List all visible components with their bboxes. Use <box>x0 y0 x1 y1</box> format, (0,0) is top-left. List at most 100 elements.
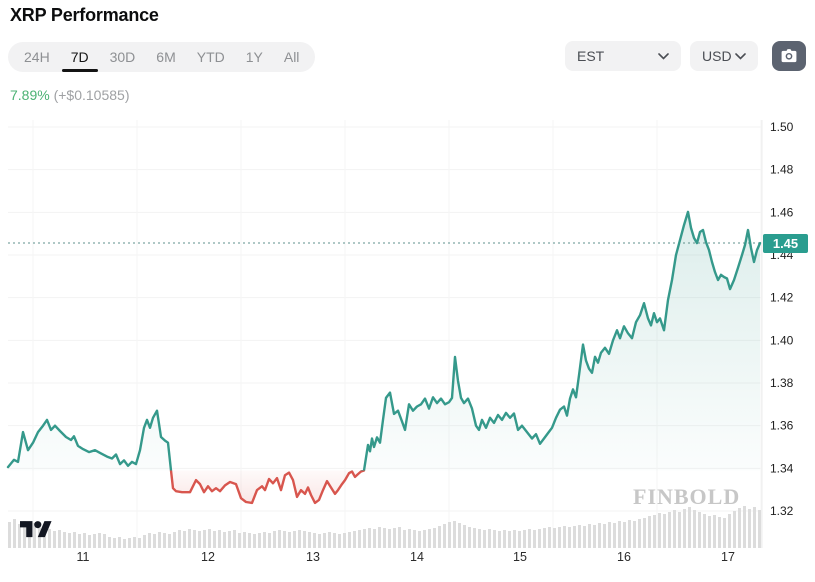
volume-bar <box>258 533 261 548</box>
volume-bar <box>728 514 731 548</box>
volume-bar <box>303 531 306 548</box>
timezone-select[interactable]: EST <box>565 41 681 71</box>
volume-bar <box>248 533 251 548</box>
volume-bar <box>63 532 66 548</box>
volume-bar <box>743 506 746 548</box>
price-chart[interactable]: 1.50 1.48 1.46 1.44 1.42 1.40 1.38 1.36 1.34 1.32… <box>0 115 815 582</box>
volume-bar <box>183 531 186 548</box>
volume-bar <box>693 510 696 548</box>
x-axis-label: 15 <box>513 550 527 564</box>
y-axis-label: 1.34 <box>770 461 794 475</box>
volume-bar <box>268 533 271 548</box>
volume-bar <box>48 529 51 548</box>
currency-value: USD <box>702 48 732 64</box>
volume-bar <box>593 525 596 548</box>
volume-bar <box>688 507 691 548</box>
change-percent: 7.89% <box>10 87 50 103</box>
volume-bar <box>123 539 126 548</box>
volume-bar <box>58 530 61 548</box>
volume-bar <box>83 533 86 548</box>
volume-bar <box>243 532 246 548</box>
volume-bar <box>373 529 376 548</box>
volume-bar <box>598 523 601 548</box>
volume-bar <box>653 515 656 548</box>
y-axis-label: 1.38 <box>770 376 794 390</box>
y-axis-label: 1.40 <box>770 333 794 347</box>
volume-bar <box>738 508 741 548</box>
tab-7d[interactable]: 7D <box>61 42 98 72</box>
y-axis-label: 1.48 <box>770 163 794 177</box>
volume-bar <box>573 526 576 548</box>
volume-bar <box>658 513 661 548</box>
tab-1y[interactable]: 1Y <box>246 42 263 72</box>
volume-bar <box>93 534 96 548</box>
volume-bar <box>633 521 636 548</box>
volume-bar <box>463 525 466 548</box>
volume-bar <box>43 530 46 548</box>
volume-bar <box>153 534 156 548</box>
volume-bar <box>613 523 616 548</box>
volume-bar <box>358 530 361 548</box>
volume-bar <box>318 534 321 548</box>
chevron-down-icon <box>735 52 746 60</box>
volume-bar <box>78 534 81 548</box>
volume-bar <box>283 531 286 548</box>
volume-bar <box>583 526 586 548</box>
volume-bar <box>418 531 421 548</box>
volume-bar <box>363 529 366 548</box>
volume-bar <box>343 533 346 548</box>
tab-ytd[interactable]: YTD <box>197 42 225 72</box>
volume-bar <box>253 534 256 548</box>
volume-bar <box>433 528 436 548</box>
volume-bar <box>113 538 116 548</box>
tradingview-logo[interactable] <box>20 517 52 543</box>
volume-bar <box>558 527 561 548</box>
tab-24h[interactable]: 24H <box>24 42 50 72</box>
timezone-value: EST <box>577 48 605 64</box>
current-price-badge: 1.45 <box>763 234 808 253</box>
change-amount: (+$0.10585) <box>53 87 130 103</box>
volume-bar <box>298 530 301 548</box>
volume-bar <box>293 531 296 548</box>
volume-bar <box>438 526 441 548</box>
volume-bar <box>748 509 751 548</box>
screenshot-button[interactable] <box>772 41 806 71</box>
volume-bar <box>178 530 181 548</box>
volume-bar <box>513 530 516 548</box>
volume-bar <box>503 530 506 548</box>
volume-bar <box>538 529 541 548</box>
volume-bar <box>623 522 626 548</box>
volume-bar <box>488 529 491 548</box>
tab-6m[interactable]: 6M <box>156 42 175 72</box>
x-axis-label: 11 <box>77 550 90 564</box>
tab-all[interactable]: All <box>284 42 300 72</box>
volume-bar <box>708 516 711 548</box>
volume-bar <box>38 528 41 548</box>
volume-bar <box>668 512 671 548</box>
volume-bar <box>33 523 36 548</box>
volume-bar <box>493 530 496 548</box>
currency-select[interactable]: USD <box>690 41 758 71</box>
chevron-down-icon <box>658 52 669 60</box>
volume-bar <box>618 521 621 548</box>
volume-bar <box>128 538 131 548</box>
tab-30d[interactable]: 30D <box>110 42 136 72</box>
volume-bar <box>423 530 426 548</box>
volume-bar <box>108 537 111 548</box>
volume-bar <box>98 533 101 548</box>
volume-bar <box>568 527 571 548</box>
x-axis-label: 14 <box>410 550 424 564</box>
volume-bar <box>753 507 756 548</box>
volume-bar <box>723 518 726 548</box>
volume-bar <box>68 533 71 548</box>
area-fill-up <box>8 211 760 471</box>
page-title: XRP Performance <box>10 5 159 25</box>
x-axis-label: 16 <box>617 550 631 564</box>
volume-bar <box>188 529 191 548</box>
volume-bar <box>328 532 331 548</box>
volume-bar <box>198 531 201 548</box>
volume-bar <box>378 527 381 548</box>
volume-bar <box>408 529 411 548</box>
x-axis-label: 12 <box>201 550 215 564</box>
volume-bar <box>263 532 266 548</box>
